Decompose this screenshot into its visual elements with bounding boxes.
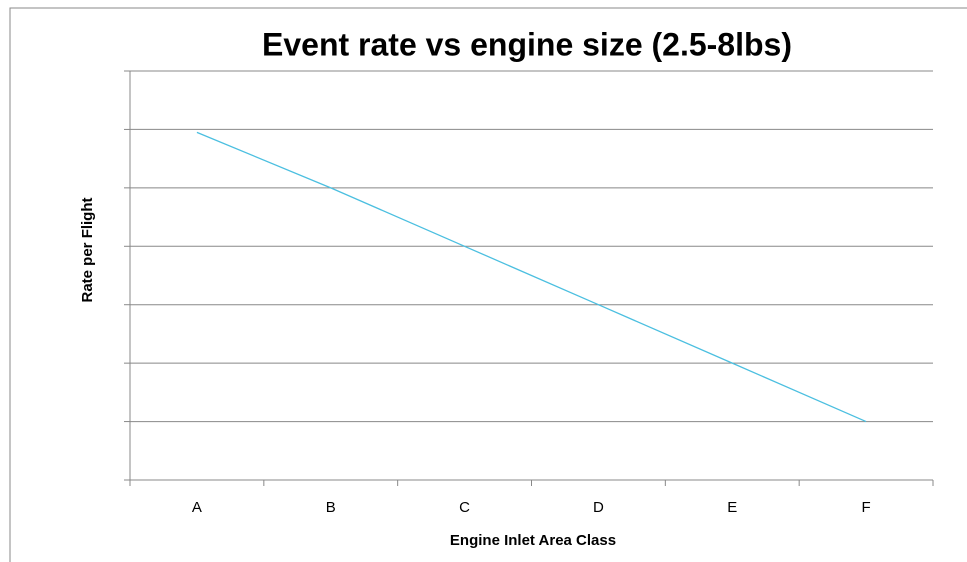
x-tick-label: D <box>593 499 604 516</box>
data-line <box>196 131 867 423</box>
x-axis-label: Engine Inlet Area Class <box>450 532 616 549</box>
chart-title: Event rate vs engine size (2.5-8lbs) <box>262 26 792 62</box>
x-tick-label: C <box>459 499 470 516</box>
x-tick-label: E <box>727 499 737 516</box>
x-tick-label: F <box>861 499 870 516</box>
x-tick-label: A <box>192 499 202 516</box>
x-tick-label: B <box>326 499 336 516</box>
frame <box>9 7 967 562</box>
y-axis-label: Rate per Flight <box>79 197 96 302</box>
